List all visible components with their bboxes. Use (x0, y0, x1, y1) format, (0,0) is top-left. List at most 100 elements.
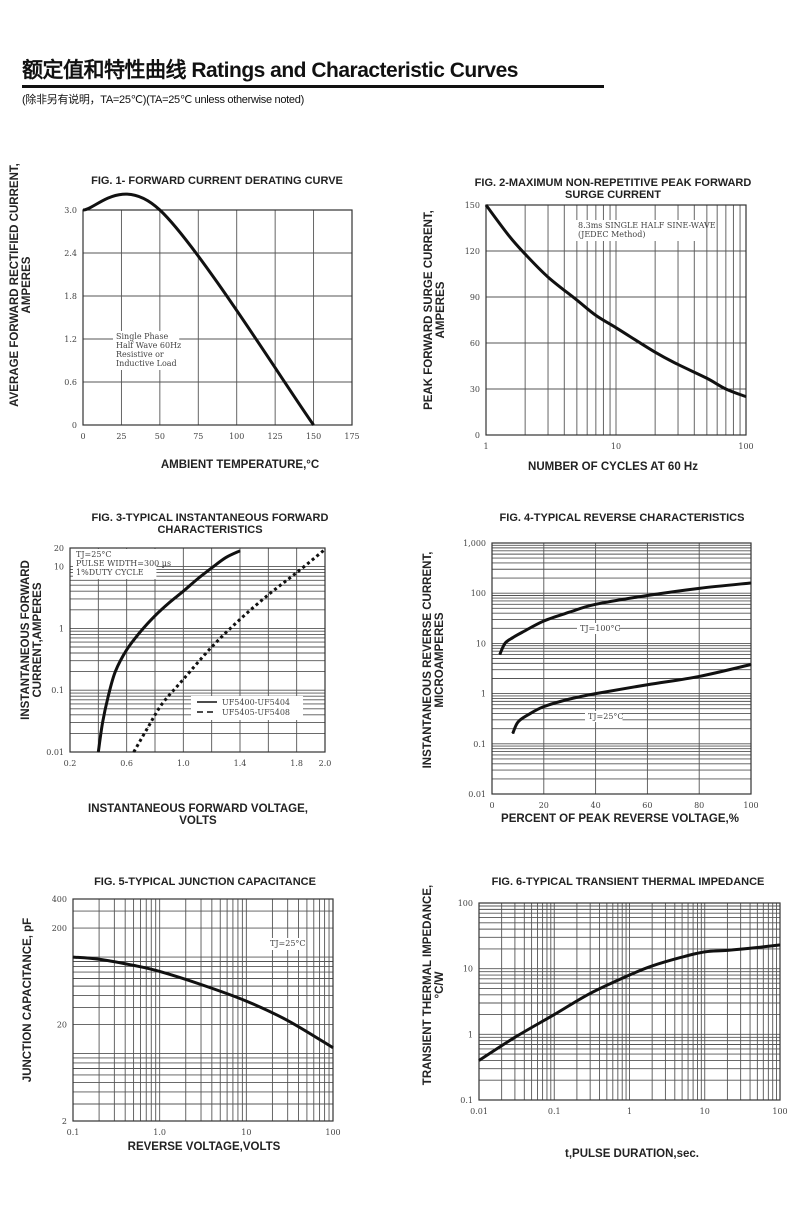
annotation-bg (267, 938, 304, 950)
y-tick-label: 150 (465, 201, 480, 210)
y-tick-label: 1 (59, 624, 64, 633)
chart-fig-6: 0.01 0.1 1 10 100 0.1 1 10 100 FIG. 6-TYPICAL TRA… (422, 876, 788, 1160)
chart-fig-1: 0 25 50 75 100 125 150 175 0 0.6 1.2 1.8 2.4 3.0 FIG. … (9, 163, 360, 471)
chart-fig-2: 1 10 100 0 30 60 90 120 150 FIG. 2-MAXIMUM NON-RE… (423, 177, 754, 473)
y-axis-label: AMPERES (435, 281, 447, 338)
legend-bg (191, 696, 303, 720)
data-point (553, 1014, 555, 1016)
x-tick-label: 100 (743, 801, 758, 810)
series-label-bg (585, 711, 623, 722)
annotation-text: 1%DUTY CYCLE (76, 568, 144, 577)
y-tick-label: 0.01 (46, 748, 64, 757)
y-axis-label: JUNCTION CAPACITANCE, pF (22, 918, 34, 1082)
data-point (313, 424, 315, 426)
chart-fig-5: 0.1 1.0 10 100 2 20 200 400 FIG. 5-TYPICAL JUNCT… (22, 876, 341, 1153)
annotation-text: TJ=25°C (76, 550, 112, 559)
data-point (514, 1036, 516, 1038)
data-point (681, 956, 683, 958)
annotation-text: Half Wave 60Hz (116, 341, 181, 350)
x-tick-label: 1.0 (153, 1128, 166, 1137)
data-point (200, 983, 202, 985)
legend-entry: UF5400-UF5404 (222, 698, 290, 707)
data-point (159, 209, 161, 211)
data-point (140, 630, 142, 632)
page-subtitle: (除非另有说明，TA=25℃)(TA=25℃ unless otherwise … (22, 94, 304, 106)
y-axis-label: MICROAMPERES (434, 612, 446, 708)
data-point (589, 992, 591, 994)
y-axis-label: TRANSIENT THERMAL IMPEDANCE, (422, 885, 434, 1085)
plot-frame (72, 898, 334, 1122)
data-point (159, 970, 161, 972)
x-tick-label: 100 (229, 432, 244, 441)
data-point (512, 733, 514, 735)
data-point (508, 235, 510, 237)
plot-frame (69, 547, 326, 753)
data-point (704, 951, 706, 953)
chart-title: FIG. 4-TYPICAL REVERSE CHARACTERISTICS (500, 512, 745, 524)
x-axis-label: VOLTS (179, 815, 217, 827)
data-point (485, 204, 487, 206)
annotation-text: PULSE WIDTH=300 µs (76, 559, 171, 568)
y-tick-label: 0.1 (51, 686, 64, 695)
series-line (484, 204, 747, 399)
annotation-bg (73, 549, 157, 579)
series-line (498, 581, 752, 656)
data-point (524, 253, 526, 255)
y-tick-label: 20 (54, 544, 64, 553)
y-tick-label: 200 (52, 924, 67, 933)
x-axis-label: t,PULSE DURATION,sec. (565, 1148, 699, 1160)
y-tick-label: 2 (62, 1117, 67, 1126)
data-point (182, 678, 184, 680)
y-tick-label: 1 (481, 690, 486, 699)
y-axis-label: AVERAGE FORWARD RECTIFIED CURRENT, (9, 163, 21, 407)
series-line (96, 549, 241, 753)
annotation-text: (JEDEC Method) (578, 230, 645, 239)
x-tick-label: 100 (772, 1107, 787, 1116)
data-point (706, 377, 708, 379)
chart-title: SURGE CURRENT (565, 189, 661, 201)
x-tick-label: 0 (489, 801, 494, 810)
chart-title: FIG. 5-TYPICAL JUNCTION CAPACITANCE (94, 876, 316, 888)
data-point (646, 594, 648, 596)
annotation-bg (113, 331, 180, 370)
annotation-text: Resistive or (116, 350, 164, 359)
data-point (543, 706, 545, 708)
data-point (654, 351, 656, 353)
data-point (504, 642, 506, 644)
y-tick-label: 20 (57, 1021, 67, 1030)
x-tick-label: 150 (306, 432, 321, 441)
data-point (107, 695, 109, 697)
x-tick-label: 20 (539, 801, 549, 810)
y-tick-label: 120 (465, 247, 480, 256)
data-point (239, 550, 241, 552)
x-tick-label: 125 (268, 432, 283, 441)
x-tick-label: 100 (325, 1128, 340, 1137)
data-point (499, 654, 501, 656)
y-tick-label: 2.4 (64, 249, 77, 258)
annotation-text: 8.3ms SINGLE HALF SINE-WAVE (578, 221, 716, 230)
x-tick-label: 25 (116, 432, 126, 441)
data-point (147, 726, 149, 728)
data-point (527, 714, 529, 716)
data-point (725, 388, 727, 390)
data-point (651, 965, 653, 967)
x-tick-label: 10 (611, 442, 621, 451)
x-tick-label: 2.0 (319, 759, 332, 768)
y-tick-label: 100 (471, 589, 486, 598)
y-tick-label: 90 (470, 293, 480, 302)
data-point (161, 703, 163, 705)
x-tick-label: 175 (344, 432, 359, 441)
plot-frame (491, 542, 752, 795)
data-point (197, 578, 198, 580)
data-point (239, 618, 241, 620)
x-tick-label: 10 (241, 1128, 251, 1137)
y-tick-label: 30 (470, 385, 480, 394)
y-tick-label: 1,000 (463, 539, 486, 548)
data-point (569, 611, 571, 613)
x-tick-label: 75 (193, 432, 203, 441)
x-tick-label: 0 (80, 432, 85, 441)
y-tick-label: 100 (458, 899, 473, 908)
data-point (154, 615, 156, 617)
data-point (595, 314, 597, 316)
y-tick-label: 0 (475, 431, 480, 440)
